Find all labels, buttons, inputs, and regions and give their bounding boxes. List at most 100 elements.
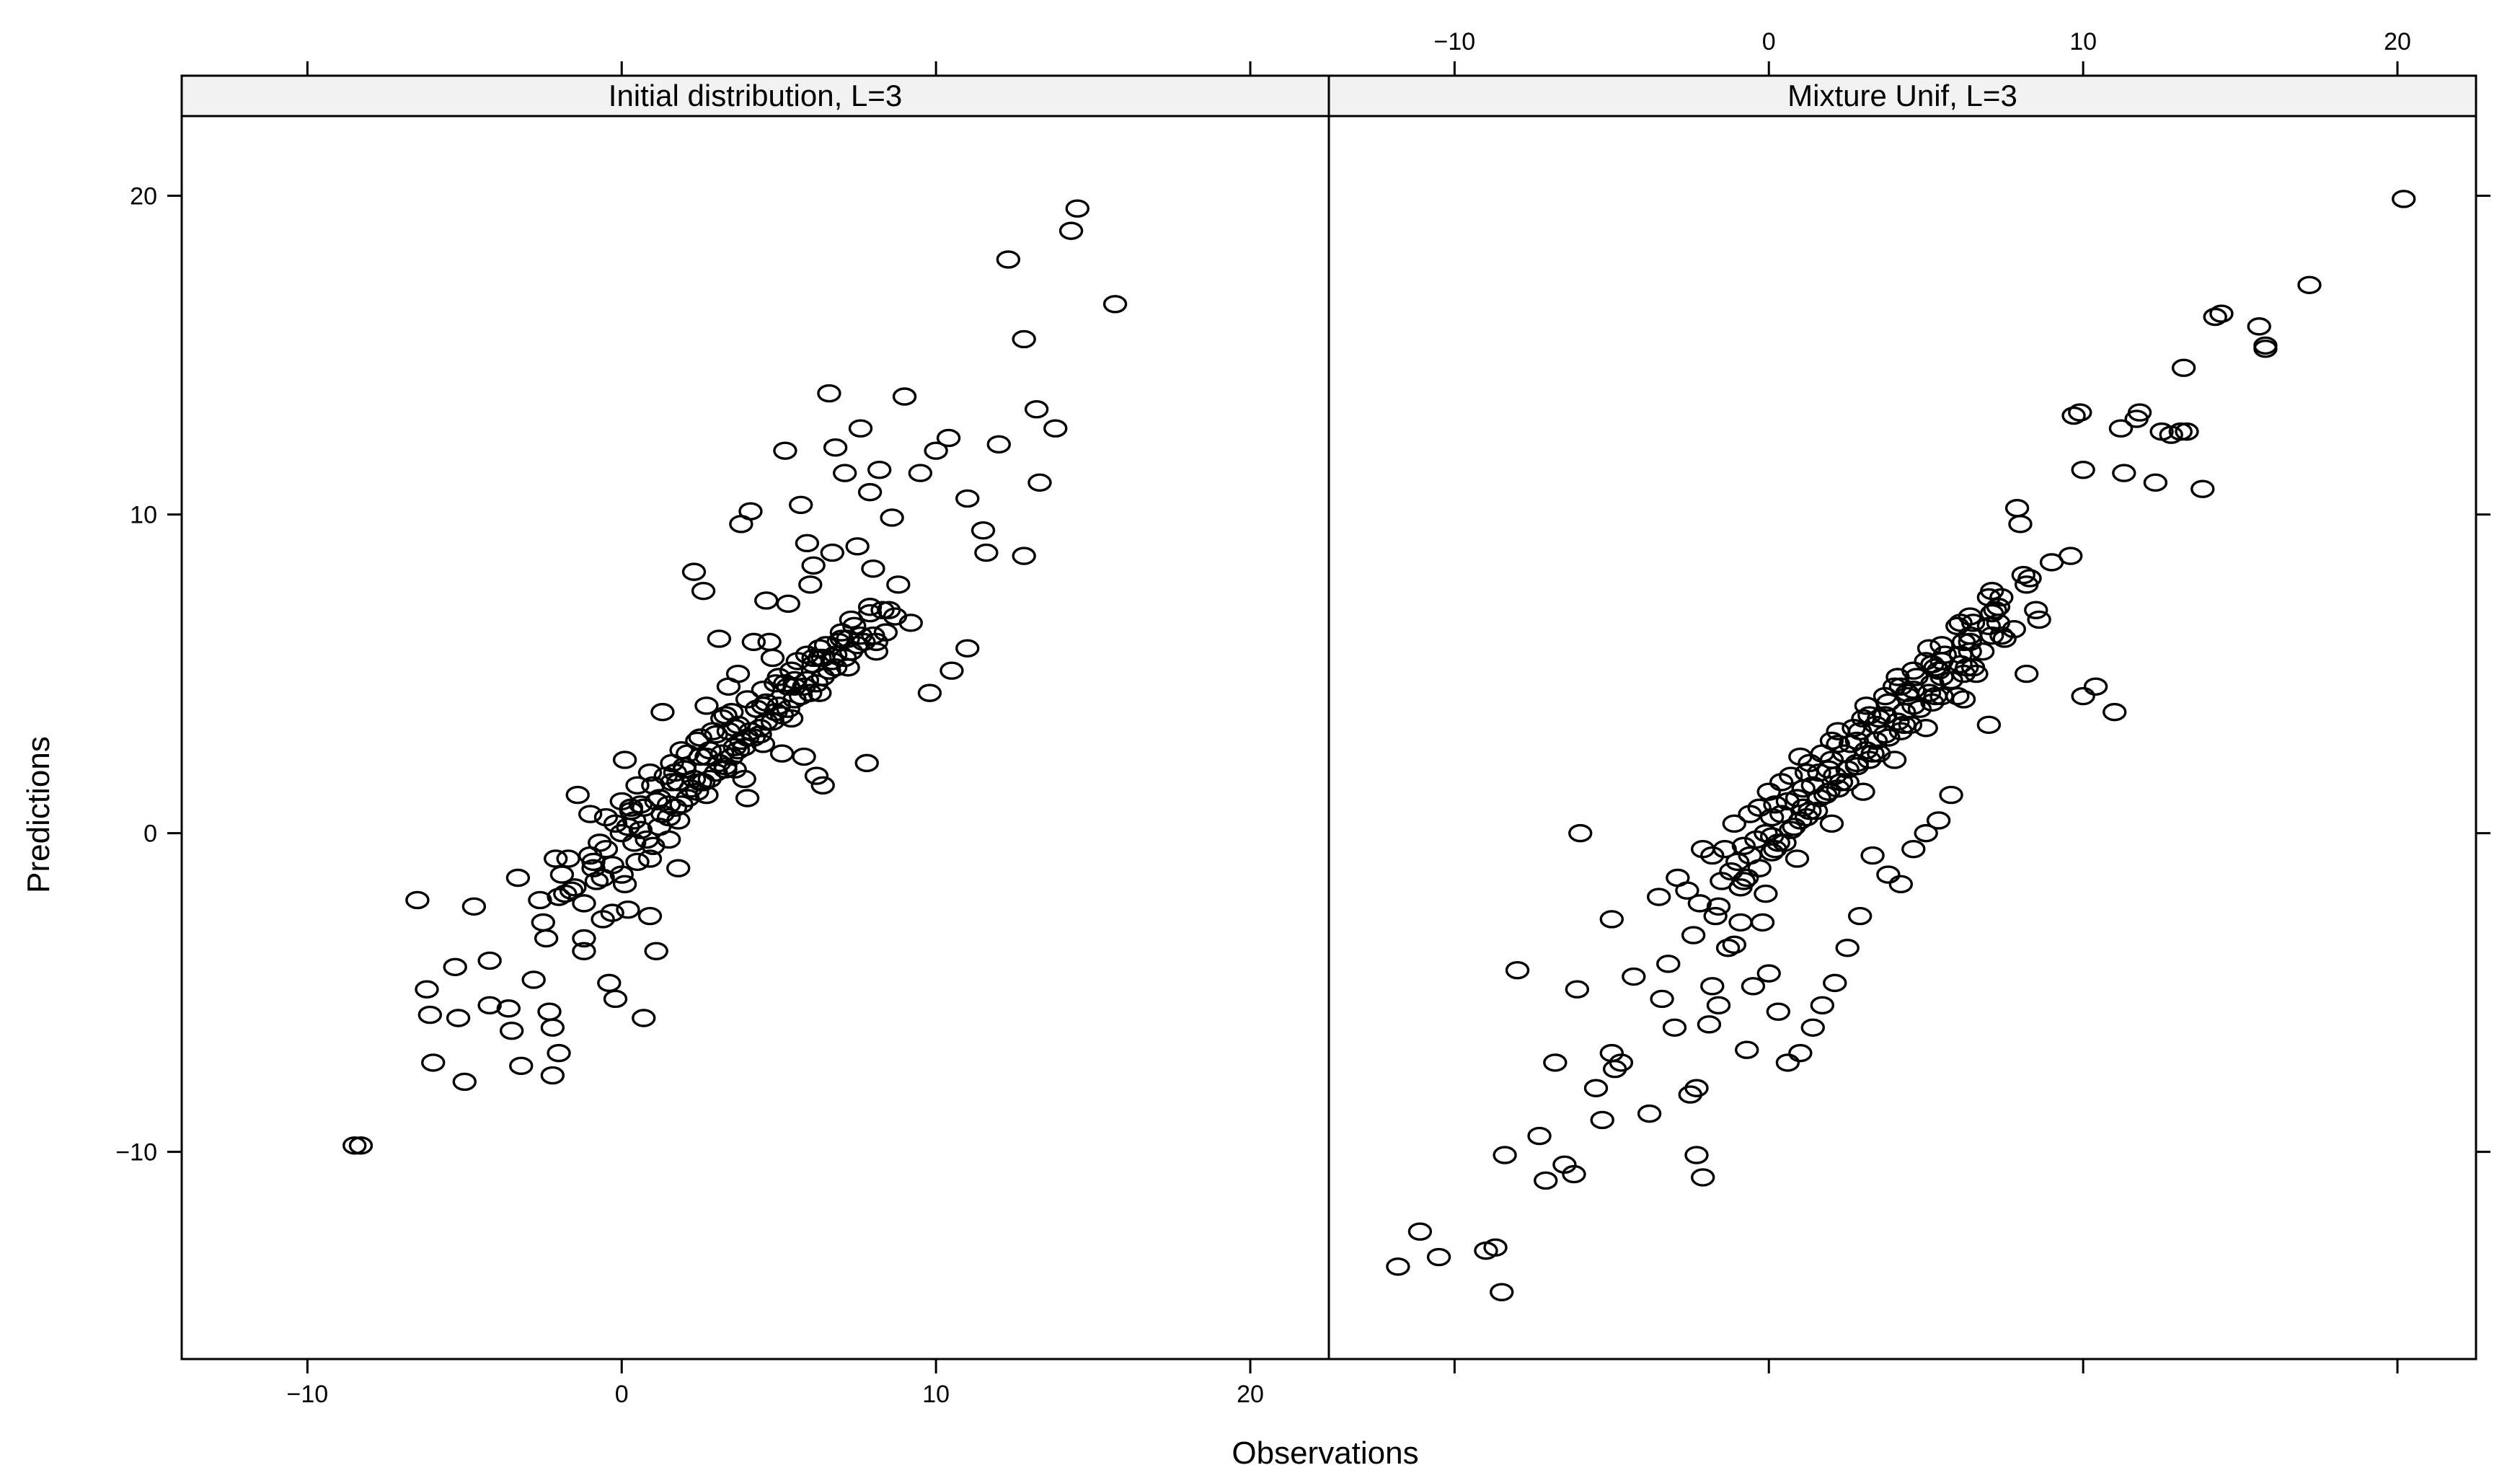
data-point	[1945, 616, 1970, 635]
data-point	[1527, 1126, 1552, 1146]
data-point	[1819, 814, 1844, 833]
data-point	[572, 929, 596, 948]
data-point	[1876, 865, 1901, 884]
data-point	[1024, 399, 1049, 419]
data-point	[477, 996, 502, 1015]
data-point	[848, 419, 873, 438]
data-point	[1782, 818, 1806, 836]
panel-1: Initial distribution, L=3 −10 0 10 20 −10 0 10 2…	[115, 61, 1330, 1408]
data-point	[540, 1066, 565, 1085]
data-point	[986, 435, 1012, 454]
data-point	[559, 881, 584, 900]
data-point	[2061, 406, 2086, 425]
data-point	[1888, 875, 1914, 894]
data-point	[666, 859, 691, 877]
data-point	[1754, 884, 1778, 903]
data-point	[833, 464, 857, 482]
data-point	[1885, 712, 1910, 731]
data-point	[415, 980, 439, 999]
data-point	[597, 973, 622, 993]
data-point	[1681, 926, 1706, 944]
data-point	[810, 776, 835, 795]
data-point	[1754, 823, 1778, 843]
x-tick-label: 20	[1237, 1381, 1264, 1408]
y-axis-label: Predictions	[21, 736, 56, 893]
data-point	[804, 766, 829, 785]
data-point	[1622, 967, 1646, 986]
data-point	[2103, 702, 2127, 722]
data-point	[405, 890, 430, 910]
data-point	[417, 1005, 443, 1025]
data-point	[1505, 960, 1530, 980]
data-point	[1027, 473, 1052, 492]
data-point	[1731, 872, 1756, 890]
data-point	[1747, 859, 1772, 877]
data-point	[1939, 671, 1963, 690]
data-point	[2392, 190, 2416, 208]
data-point	[1483, 1238, 1508, 1257]
data-point	[600, 903, 624, 922]
data-point	[1687, 894, 1712, 913]
data-point	[722, 719, 747, 738]
data-point	[694, 696, 719, 715]
data-point	[461, 897, 487, 916]
data-point	[1738, 805, 1762, 823]
data-point	[1700, 846, 1725, 865]
data-point	[716, 677, 741, 696]
data-point	[1426, 1247, 1451, 1267]
data-point	[1043, 419, 1068, 438]
panel-strip	[1327, 74, 2477, 118]
data-point	[1715, 939, 1741, 957]
data-point	[1012, 329, 1036, 349]
data-point	[1835, 939, 1860, 957]
data-point	[1728, 913, 1753, 932]
data-point	[1835, 773, 1860, 792]
data-point	[1490, 1283, 1514, 1301]
data-point	[1102, 295, 1128, 314]
data-point	[2112, 464, 2136, 482]
data-point	[1386, 1257, 1410, 1276]
data-point	[572, 942, 596, 960]
y-tick-label: 10	[130, 502, 157, 529]
data-point	[2175, 422, 2199, 441]
data-point	[625, 852, 650, 872]
data-point	[637, 763, 663, 782]
data-point	[1785, 849, 1810, 868]
data-point	[1823, 973, 1847, 993]
data-point	[732, 738, 756, 756]
data-point	[1568, 823, 1593, 843]
x-tick-label: −10	[1434, 28, 1476, 56]
data-point	[1800, 1018, 1825, 1037]
data-point	[854, 753, 879, 773]
data-point	[845, 636, 870, 655]
data-point	[2247, 317, 2271, 336]
data-point	[2011, 565, 2036, 585]
data-point	[971, 521, 996, 540]
data-point	[1725, 852, 1750, 872]
data-point	[1863, 731, 1888, 751]
data-point	[581, 852, 606, 872]
data-point	[1756, 964, 1781, 983]
data-point	[1691, 840, 1715, 859]
data-point	[798, 575, 823, 594]
data-point	[917, 683, 942, 702]
data-point	[773, 441, 797, 460]
data-points	[1386, 190, 2416, 1301]
data-point	[1583, 1079, 1609, 1097]
data-point	[694, 785, 719, 805]
panel-2: Mixture Unif, L=3 −10 0 10 20	[1327, 28, 2490, 1373]
data-point	[1769, 773, 1794, 792]
data-point	[996, 250, 1021, 269]
x-tick-label: 10	[2069, 28, 2097, 56]
data-point	[704, 763, 728, 782]
data-point	[1788, 1043, 1813, 1063]
data-point	[660, 753, 684, 773]
data-point	[622, 833, 647, 852]
data-point	[1731, 836, 1756, 855]
data-point	[342, 1136, 367, 1155]
data-point	[1650, 989, 1674, 1009]
data-point	[2127, 403, 2152, 422]
data-point	[924, 441, 948, 460]
